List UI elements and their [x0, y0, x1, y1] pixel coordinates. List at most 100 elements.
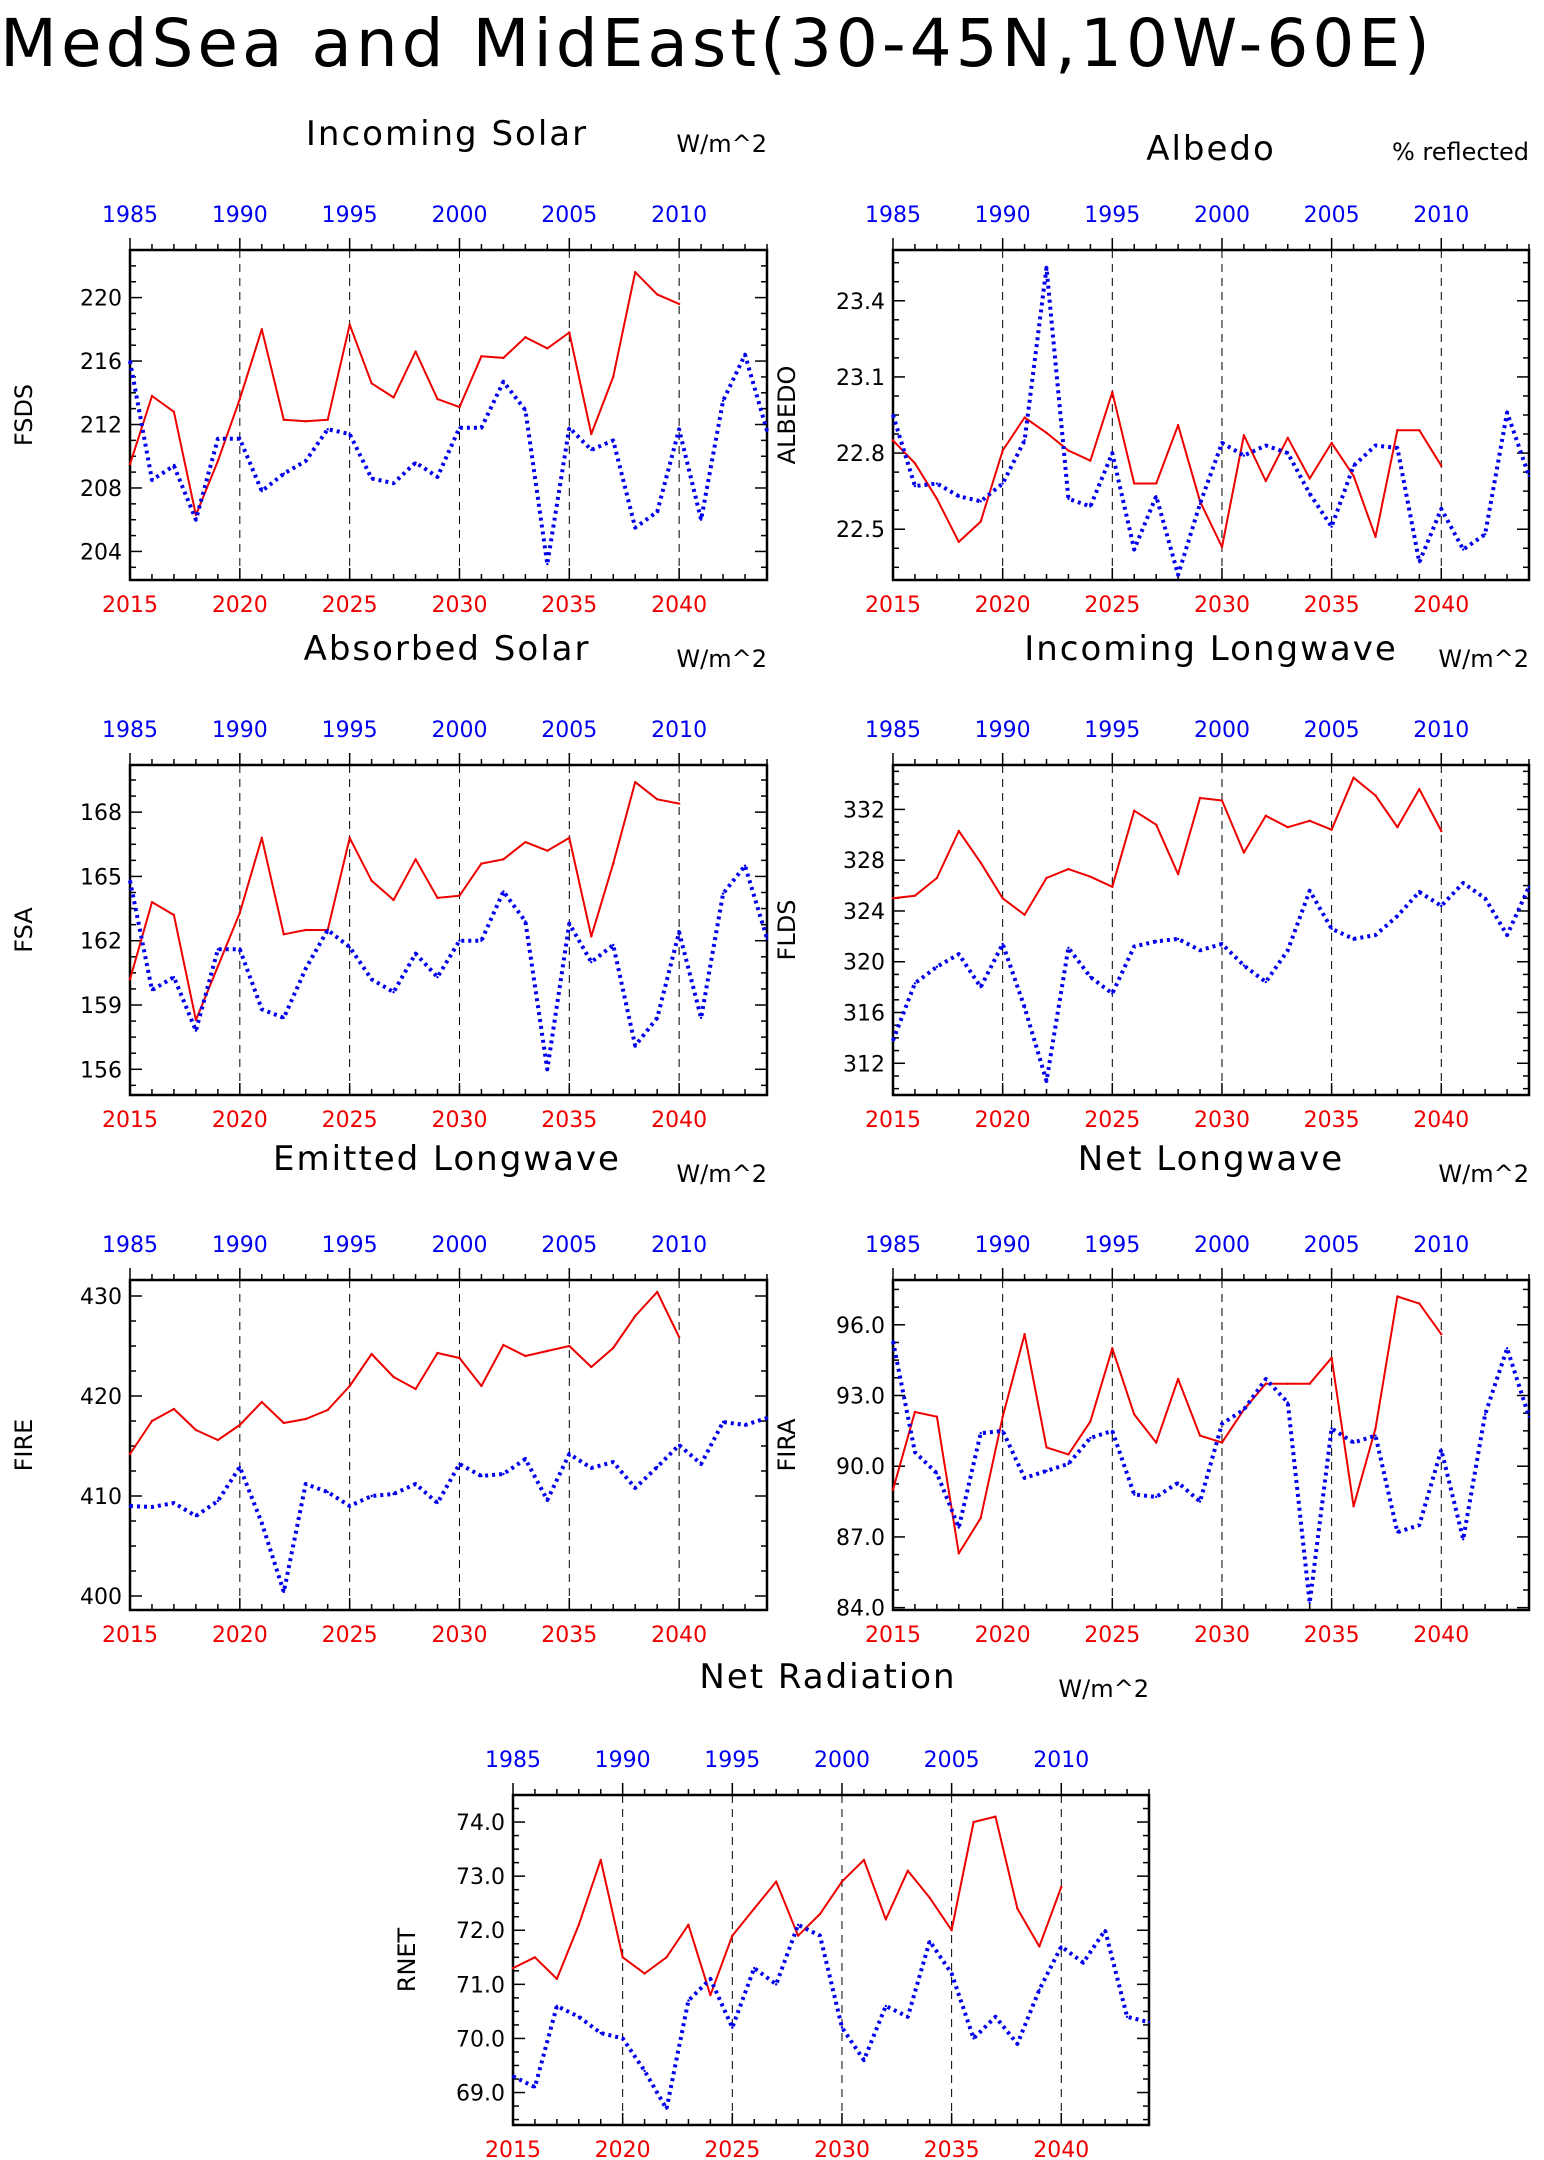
data-point-future: [414, 858, 417, 861]
data-point-historical: [935, 1472, 939, 1475]
x-tick-label-top: 2005: [541, 1233, 597, 1258]
x-tick-label-bottom: 2025: [704, 2138, 760, 2160]
data-point-future: [1220, 1441, 1224, 1444]
x-tick-label-bottom: 2030: [814, 2138, 870, 2160]
x-tick-label-top: 1990: [975, 1233, 1031, 1258]
data-point-future: [150, 1419, 154, 1423]
data-point-future: [172, 913, 176, 917]
x-tick-label-bottom: 2035: [924, 2138, 980, 2160]
panel-title: Absorbed Solar: [304, 629, 591, 669]
data-point-future: [392, 898, 395, 902]
data-point-historical: [687, 1999, 690, 2002]
data-point-future: [524, 336, 527, 339]
y-axis-label: ALBEDO: [773, 366, 801, 465]
x-tick-label-bottom: 2035: [1304, 1623, 1360, 1648]
data-point-historical: [590, 1466, 593, 1470]
x-tick-label-bottom: 2040: [1413, 1623, 1469, 1648]
unit-label: W/m^2: [1058, 1675, 1149, 1703]
data-point-historical: [972, 2037, 975, 2040]
data-point-future: [282, 933, 285, 936]
data-point-historical: [480, 1474, 483, 1478]
data-point-future: [643, 1972, 646, 1975]
data-point-historical: [774, 1983, 778, 1986]
x-tick-label-top: 1995: [1084, 1233, 1140, 1258]
data-point-historical: [436, 1501, 439, 1505]
data-point-historical: [282, 472, 285, 475]
unit-label: W/m^2: [676, 1160, 767, 1188]
data-point-historical: [1418, 561, 1421, 564]
x-tick-label-bottom: 2020: [975, 593, 1031, 618]
data-point-future: [458, 894, 461, 897]
y-tick-label: 162: [80, 930, 122, 955]
x-tick-label-bottom: 2040: [651, 1623, 707, 1648]
y-tick-label: 96.0: [836, 1314, 885, 1339]
x-tick-label-bottom: 2020: [212, 593, 268, 618]
data-point-future: [392, 1375, 395, 1379]
panel-title: Incoming Solar: [306, 114, 588, 154]
data-point-future: [1133, 482, 1136, 485]
unit-label: W/m^2: [1438, 1160, 1529, 1188]
data-point-future: [979, 861, 982, 864]
data-point-historical: [216, 437, 220, 440]
data-point-future: [612, 862, 615, 865]
y-axis-label: RNET: [393, 1927, 421, 1992]
data-point-historical: [1038, 1988, 1041, 1991]
x-tick-label-bottom: 2030: [431, 593, 487, 618]
data-point-future: [935, 876, 939, 880]
data-point-future: [1089, 875, 1092, 878]
y-tick-label: 74.0: [456, 1811, 505, 1836]
x-tick-label-bottom: 2040: [1413, 1108, 1469, 1133]
data-point-future: [414, 1387, 417, 1391]
y-axis-label: FSA: [10, 907, 38, 953]
data-point-historical: [1147, 2021, 1151, 2024]
x-tick-label-top: 1995: [322, 203, 378, 228]
data-point-future: [458, 405, 461, 409]
x-tick-label-top: 1995: [322, 718, 378, 743]
panel-title: Emitted Longwave: [273, 1139, 621, 1179]
data-point-future: [753, 1907, 756, 1910]
x-tick-label-top: 2005: [924, 1748, 980, 1773]
data-point-historical: [216, 948, 220, 951]
data-point-historical: [935, 482, 939, 485]
data-point-future: [1264, 814, 1268, 817]
data-point-historical: [1483, 897, 1487, 900]
data-point-historical: [458, 1462, 461, 1466]
data-point-future: [150, 394, 154, 398]
x-tick-label-top: 2010: [1413, 718, 1469, 743]
page-title: MedSea and MidEast(30-45N,10W-60E): [0, 5, 1434, 82]
x-tick-label-bottom: 2020: [212, 1108, 268, 1133]
data-point-historical: [128, 1504, 132, 1508]
x-tick-label-top: 2000: [431, 203, 487, 228]
data-point-historical: [128, 879, 132, 882]
data-point-future: [436, 397, 439, 401]
data-point-historical: [655, 510, 659, 513]
chart-panel-6: Net Radiation W/m^2 2015 2020 2025 2030 2035 20…: [393, 1657, 1151, 2160]
data-point-historical: [1527, 1415, 1531, 1418]
x-tick-label-top: 2000: [1194, 203, 1250, 228]
data-point-historical: [1330, 927, 1333, 930]
plot-frame: [128, 763, 769, 1097]
data-point-historical: [979, 500, 982, 503]
data-point-future: [304, 420, 307, 423]
data-point-future: [1045, 1446, 1048, 1449]
y-tick-label: 70.0: [456, 2027, 505, 2052]
series-line-future: [892, 1295, 1443, 1555]
chart-panel-0: Incoming Solar W/m^2 2015 2020 2025 2030 2035 2…: [10, 114, 769, 618]
data-point-future: [238, 1423, 242, 1427]
data-point-historical: [1133, 548, 1136, 551]
data-point-historical: [370, 978, 373, 981]
data-point-historical: [1330, 1427, 1333, 1430]
data-point-future: [577, 1923, 580, 1927]
x-tick-label-top: 1985: [102, 1233, 158, 1258]
data-point-future: [979, 520, 982, 523]
data-point-future: [348, 323, 351, 326]
data-point-future: [709, 1993, 712, 1997]
data-point-future: [260, 1400, 263, 1404]
data-point-future: [1016, 1907, 1019, 1910]
data-point-historical: [414, 952, 417, 955]
data-point-future: [128, 1452, 132, 1456]
data-point-historical: [818, 1934, 822, 1937]
data-point-historical: [1089, 1436, 1092, 1440]
data-point-historical: [1082, 1961, 1085, 1964]
